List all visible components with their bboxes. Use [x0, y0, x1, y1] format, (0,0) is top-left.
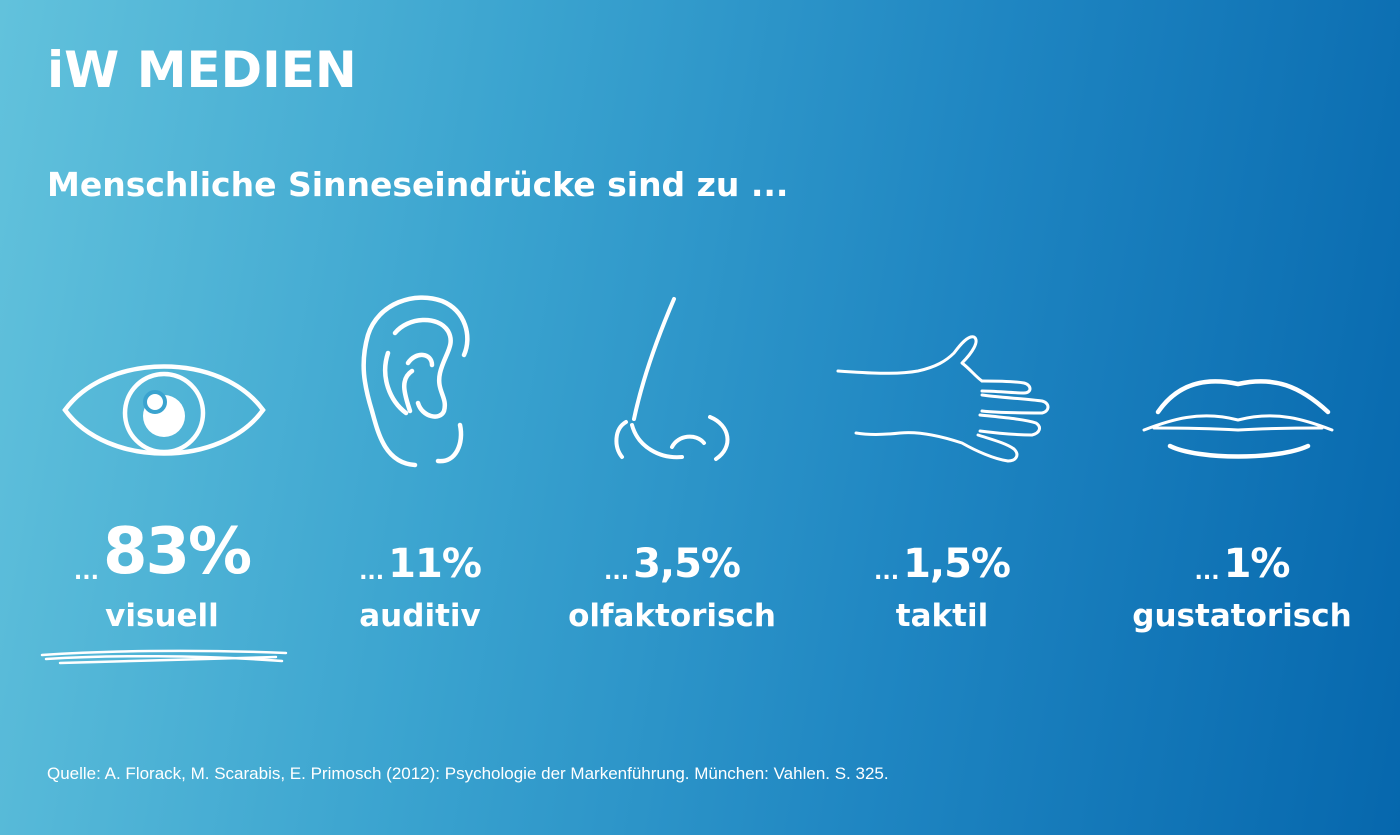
stat-prefix: ... [1194, 560, 1220, 585]
stat-value-row: ... 83% [12, 520, 312, 584]
stat-value: 1,5% [903, 541, 1011, 587]
stat-value-row: ... 3,5% [522, 520, 822, 584]
lips-icon [1140, 372, 1336, 466]
stat-label: olfaktorisch [568, 598, 776, 634]
highlight-underline [40, 645, 290, 673]
stat-value-row: ... 1,5% [792, 520, 1092, 584]
stat-taktil: ... 1,5% taktil [792, 520, 1092, 634]
headline: Menschliche Sinneseindrücke sind zu ... [47, 165, 789, 204]
ear-icon [360, 293, 476, 468]
stat-prefix: ... [359, 560, 385, 585]
stat-label: gustatorisch [1132, 598, 1352, 634]
eye-icon [62, 358, 266, 468]
stat-label: taktil [895, 598, 989, 634]
nose-icon [612, 297, 736, 467]
iw-medien-logo: iW MEDIEN [47, 40, 357, 100]
stat-olfaktorisch: ... 3,5% olfaktorisch [522, 520, 822, 634]
logo-text: iW MEDIEN [47, 41, 357, 99]
stat-value: 83% [102, 515, 252, 589]
stat-label: auditiv [359, 598, 481, 634]
stat-visuell: ... 83% visuell [12, 520, 312, 634]
hand-icon [836, 333, 1050, 465]
source-citation: Quelle: A. Florack, M. Scarabis, E. Prim… [47, 764, 889, 783]
stat-prefix: ... [873, 560, 900, 585]
stat-value-row: ... 11% [270, 520, 570, 584]
stat-value-row: ... 1% [1092, 520, 1392, 584]
stat-label: visuell [105, 598, 219, 634]
stat-value: 1% [1223, 541, 1291, 587]
stat-prefix: ... [603, 560, 630, 585]
stat-value: 11% [388, 541, 482, 587]
stat-auditiv: ... 11% auditiv [270, 520, 570, 634]
stat-gustatorisch: ... 1% gustatorisch [1092, 520, 1392, 634]
stat-value: 3,5% [633, 541, 741, 587]
stat-prefix: ... [73, 560, 99, 585]
